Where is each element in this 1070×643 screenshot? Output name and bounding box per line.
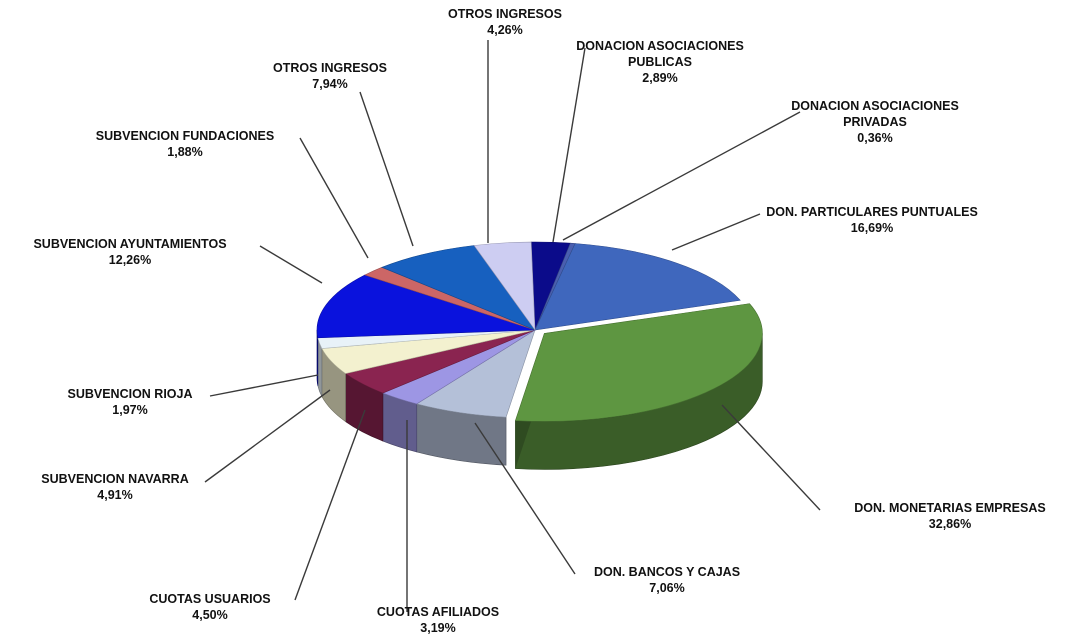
leader-line-8 <box>204 389 331 483</box>
slice-label-5: DON. BANCOS Y CAJAS 7,06% <box>594 565 740 595</box>
slice-label-13: OTROS INGRESOS 4,26% <box>448 7 562 37</box>
slice-percent: 4,91% <box>97 488 132 502</box>
leader-line-9 <box>209 374 319 397</box>
slice-name: DONACION ASOCIACIONES <box>576 39 744 53</box>
slice-label-8: SUBVENCION NAVARRA 4,91% <box>41 472 188 502</box>
slice-percent: 7,06% <box>649 581 684 595</box>
slice-percent: 0,36% <box>857 131 892 145</box>
pie-slice-3 <box>534 243 741 331</box>
slice-label-9: SUBVENCION RIOJA 1,97% <box>67 387 192 417</box>
pie-tops <box>316 241 763 422</box>
slice-name: SUBVENCION NAVARRA <box>41 472 188 486</box>
slice-name: SUBVENCION AYUNTAMIENTOS <box>33 237 226 251</box>
slice-name: DONACION ASOCIACIONES <box>791 99 959 113</box>
slice-percent: 32,86% <box>929 517 971 531</box>
slice-percent: 1,97% <box>112 403 147 417</box>
slice-percent: 16,69% <box>851 221 893 235</box>
slice-name: DON. BANCOS Y CAJAS <box>594 565 740 579</box>
slice-label-3: DON. PARTICULARES PUNTUALES 16,69% <box>766 205 978 235</box>
pie-slice-4 <box>514 303 763 422</box>
slice-label-12: OTROS INGRESOS 7,94% <box>273 61 387 91</box>
slice-name: SUBVENCION RIOJA <box>67 387 192 401</box>
slice-name: SUBVENCION FUNDACIONES <box>96 129 275 143</box>
pie-labels: DONACION ASOCIACIONES PUBLICAS 2,89%DONACI… <box>33 7 1045 635</box>
slice-percent: 12,26% <box>109 253 151 267</box>
slice-percent: 1,88% <box>167 145 202 159</box>
slice-name: DON. PARTICULARES PUNTUALES <box>766 205 978 219</box>
slice-name: PUBLICAS <box>628 55 692 69</box>
leader-line-10 <box>259 245 323 284</box>
slice-percent: 4,50% <box>192 608 227 622</box>
leader-line-12 <box>359 91 414 247</box>
pie-leaders <box>204 40 821 612</box>
leader-line-2 <box>562 111 801 241</box>
slice-percent: 3,19% <box>420 621 455 635</box>
slice-label-6: CUOTAS AFILIADOS 3,19% <box>377 605 499 635</box>
slice-name: OTROS INGRESOS <box>448 7 562 21</box>
pie-slice-13 <box>473 241 536 331</box>
slice-percent: 4,26% <box>487 23 522 37</box>
leader-line-5 <box>474 422 576 575</box>
slice-label-1: DONACION ASOCIACIONES PUBLICAS 2,89% <box>576 39 744 85</box>
slice-label-4: DON. MONETARIAS EMPRESAS 32,86% <box>854 501 1045 531</box>
pie-slice-10 <box>316 274 536 339</box>
leader-line-3 <box>671 213 761 251</box>
slice-label-7: CUOTAS USUARIOS 4,50% <box>149 592 270 622</box>
slice-label-10: SUBVENCION AYUNTAMIENTOS 12,26% <box>33 237 226 267</box>
slice-name: DON. MONETARIAS EMPRESAS <box>854 501 1045 515</box>
leader-line-4 <box>721 404 821 511</box>
slice-label-2: DONACION ASOCIACIONES PRIVADAS 0,36% <box>791 99 959 145</box>
slice-name: OTROS INGRESOS <box>273 61 387 75</box>
leader-line-7 <box>294 409 366 601</box>
pie-slice-12 <box>381 245 536 331</box>
slice-name: CUOTAS USUARIOS <box>149 592 270 606</box>
leader-line-1 <box>552 47 586 243</box>
slice-name: PRIVADAS <box>843 115 907 129</box>
slice-percent: 2,89% <box>642 71 677 85</box>
slice-name: CUOTAS AFILIADOS <box>377 605 499 619</box>
leader-line-11 <box>299 137 369 259</box>
slice-percent: 7,94% <box>312 77 347 91</box>
slice-label-11: SUBVENCION FUNDACIONES 1,88% <box>96 129 275 159</box>
